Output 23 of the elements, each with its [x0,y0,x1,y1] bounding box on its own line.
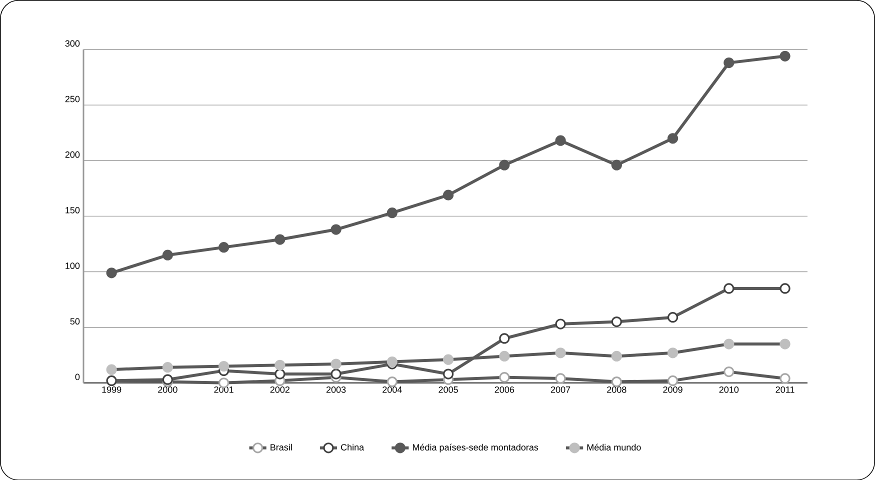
x-tick-label: 2008 [607,386,626,393]
legend-label: China [340,444,364,450]
x-tick-label: 2000 [158,386,178,393]
y-tick-label: 200 [65,151,80,158]
x-tick-label: 2004 [382,386,402,393]
x-tick-label: 2010 [719,386,739,393]
y-tick-label: 0 [75,374,80,380]
x-tick-label: 2011 [776,386,794,393]
y-tick-label: 250 [65,96,80,102]
y-tick-label: 300 [65,40,80,46]
x-tick-label: 1999 [102,386,122,393]
x-tick-label: 2007 [550,386,570,393]
legend-label: Média mundo [587,444,641,450]
x-tick-label: 2003 [326,386,346,393]
legend-label: Brasil [270,444,292,450]
y-tick-label: 50 [70,318,80,324]
x-tick-label: 2006 [494,386,514,393]
x-tick-label: 2009 [663,386,682,393]
legend-label: Média países-sede montadoras [412,444,538,452]
y-tick-label: 150 [66,206,80,214]
y-tick-label: 100 [66,262,80,269]
x-tick-label: 2002 [270,386,290,393]
x-tick-label: 2005 [438,386,458,393]
